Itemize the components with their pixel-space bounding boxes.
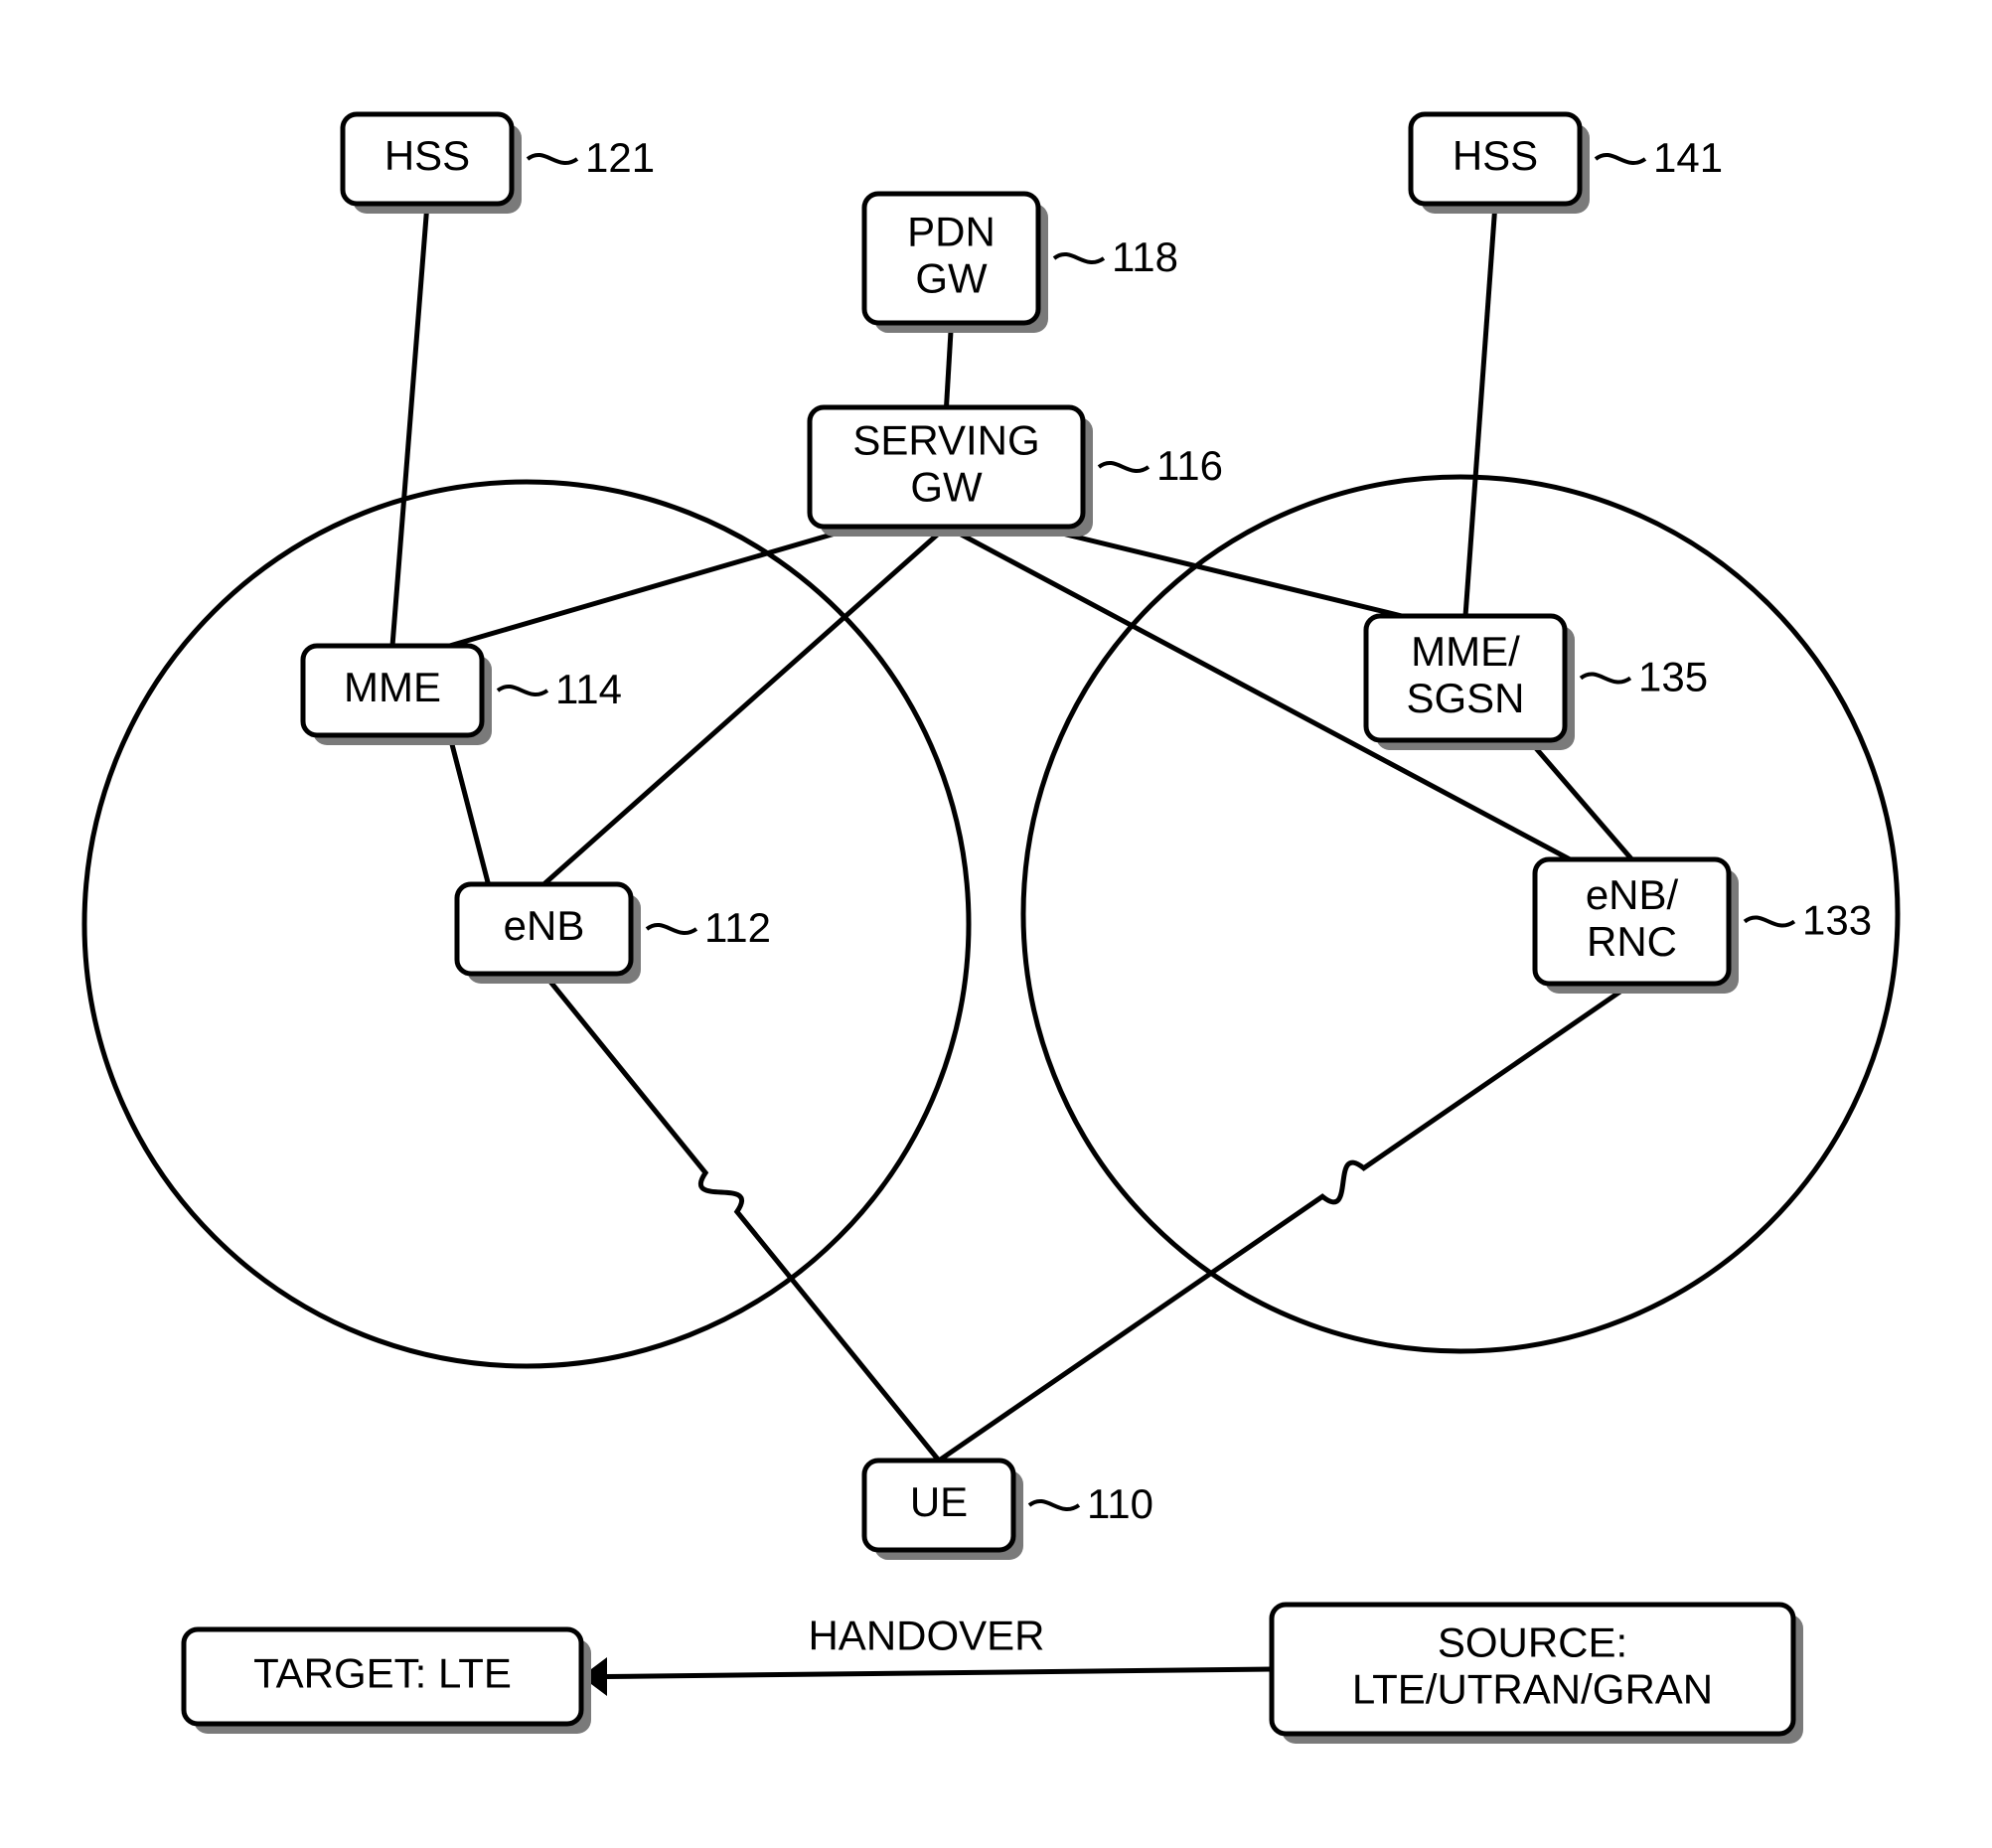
node-serving_gw: SERVINGGW 116	[810, 407, 1223, 537]
ref-tilde-icon	[528, 155, 577, 163]
node-mme: MME 114	[303, 646, 622, 745]
node-enb_rnc-ref: 133	[1802, 897, 1872, 944]
handover-label: HANDOVER	[808, 1613, 1044, 1659]
node-serving_gw-ref: 116	[1156, 442, 1223, 489]
node-target-label-0: TARGET: LTE	[253, 1650, 512, 1697]
node-ue-ref: 110	[1087, 1480, 1153, 1527]
node-hss_left-ref: 121	[585, 134, 655, 181]
edge-mme_sgsn-enb_rnc	[1529, 740, 1632, 859]
node-enb: eNB 112	[457, 884, 771, 984]
node-hss_right-ref: 141	[1653, 134, 1723, 181]
node-serving_gw-label-0: SERVING	[852, 417, 1039, 464]
ref-tilde-icon	[647, 925, 696, 933]
edge-pdn_gw-serving_gw	[947, 323, 952, 407]
node-enb-ref: 112	[704, 904, 771, 951]
node-source: SOURCE:LTE/UTRAN/GRAN	[1272, 1605, 1803, 1744]
node-mme-label-0: MME	[344, 664, 441, 710]
node-enb_rnc: eNB/RNC 133	[1535, 859, 1872, 994]
radio-enb_rnc-ue	[939, 984, 1632, 1461]
ref-tilde-icon	[1596, 155, 1645, 163]
edge-hss_left-mme	[392, 204, 427, 646]
radio-links-group	[544, 974, 1632, 1461]
node-source-label-1: LTE/UTRAN/GRAN	[1352, 1666, 1713, 1713]
node-hss_right: HSS 141	[1411, 114, 1723, 214]
node-target: TARGET: LTE	[184, 1629, 591, 1734]
node-enb_rnc-label-1: RNC	[1587, 918, 1677, 965]
node-pdn_gw-label-0: PDN	[907, 209, 996, 255]
node-pdn_gw-label-1: GW	[915, 255, 988, 302]
node-enb-label-0: eNB	[504, 902, 585, 949]
node-enb_rnc-label-0: eNB/	[1586, 871, 1679, 918]
node-mme_sgsn-label-0: MME/	[1411, 628, 1520, 675]
node-pdn_gw-ref: 118	[1112, 233, 1178, 280]
node-mme_sgsn: MME/SGSN 135	[1366, 616, 1708, 750]
ref-tilde-icon	[1029, 1501, 1079, 1509]
node-pdn_gw: PDNGW 118	[864, 194, 1178, 333]
node-ue: UE 110	[864, 1461, 1153, 1560]
cell-right	[1023, 477, 1898, 1351]
node-hss_left: HSS 121	[343, 114, 655, 214]
edge-mme-enb	[450, 735, 489, 884]
node-hss_right-label-0: HSS	[1453, 132, 1538, 179]
node-mme-ref: 114	[555, 666, 622, 712]
node-mme_sgsn-label-1: SGSN	[1406, 675, 1524, 721]
ref-tilde-icon	[498, 687, 547, 694]
edge-serving_gw-mme	[450, 527, 859, 646]
node-source-label-0: SOURCE:	[1438, 1619, 1627, 1666]
node-hss_left-label-0: HSS	[384, 132, 470, 179]
node-mme_sgsn-ref: 135	[1638, 654, 1708, 700]
ref-tilde-icon	[1745, 917, 1794, 925]
node-ue-label-0: UE	[910, 1478, 968, 1525]
ref-tilde-icon	[1099, 463, 1149, 471]
nodes-group: HSS121HSS141PDNGW118SERVINGGW116MME114MM…	[184, 114, 1872, 1744]
edge-hss_right-mme_sgsn	[1465, 204, 1495, 616]
radio-enb-ue	[544, 974, 940, 1461]
node-serving_gw-label-1: GW	[910, 464, 983, 511]
ref-tilde-icon	[1581, 674, 1630, 682]
handover-arrow: HANDOVER	[581, 1613, 1272, 1696]
ref-tilde-icon	[1054, 254, 1104, 262]
